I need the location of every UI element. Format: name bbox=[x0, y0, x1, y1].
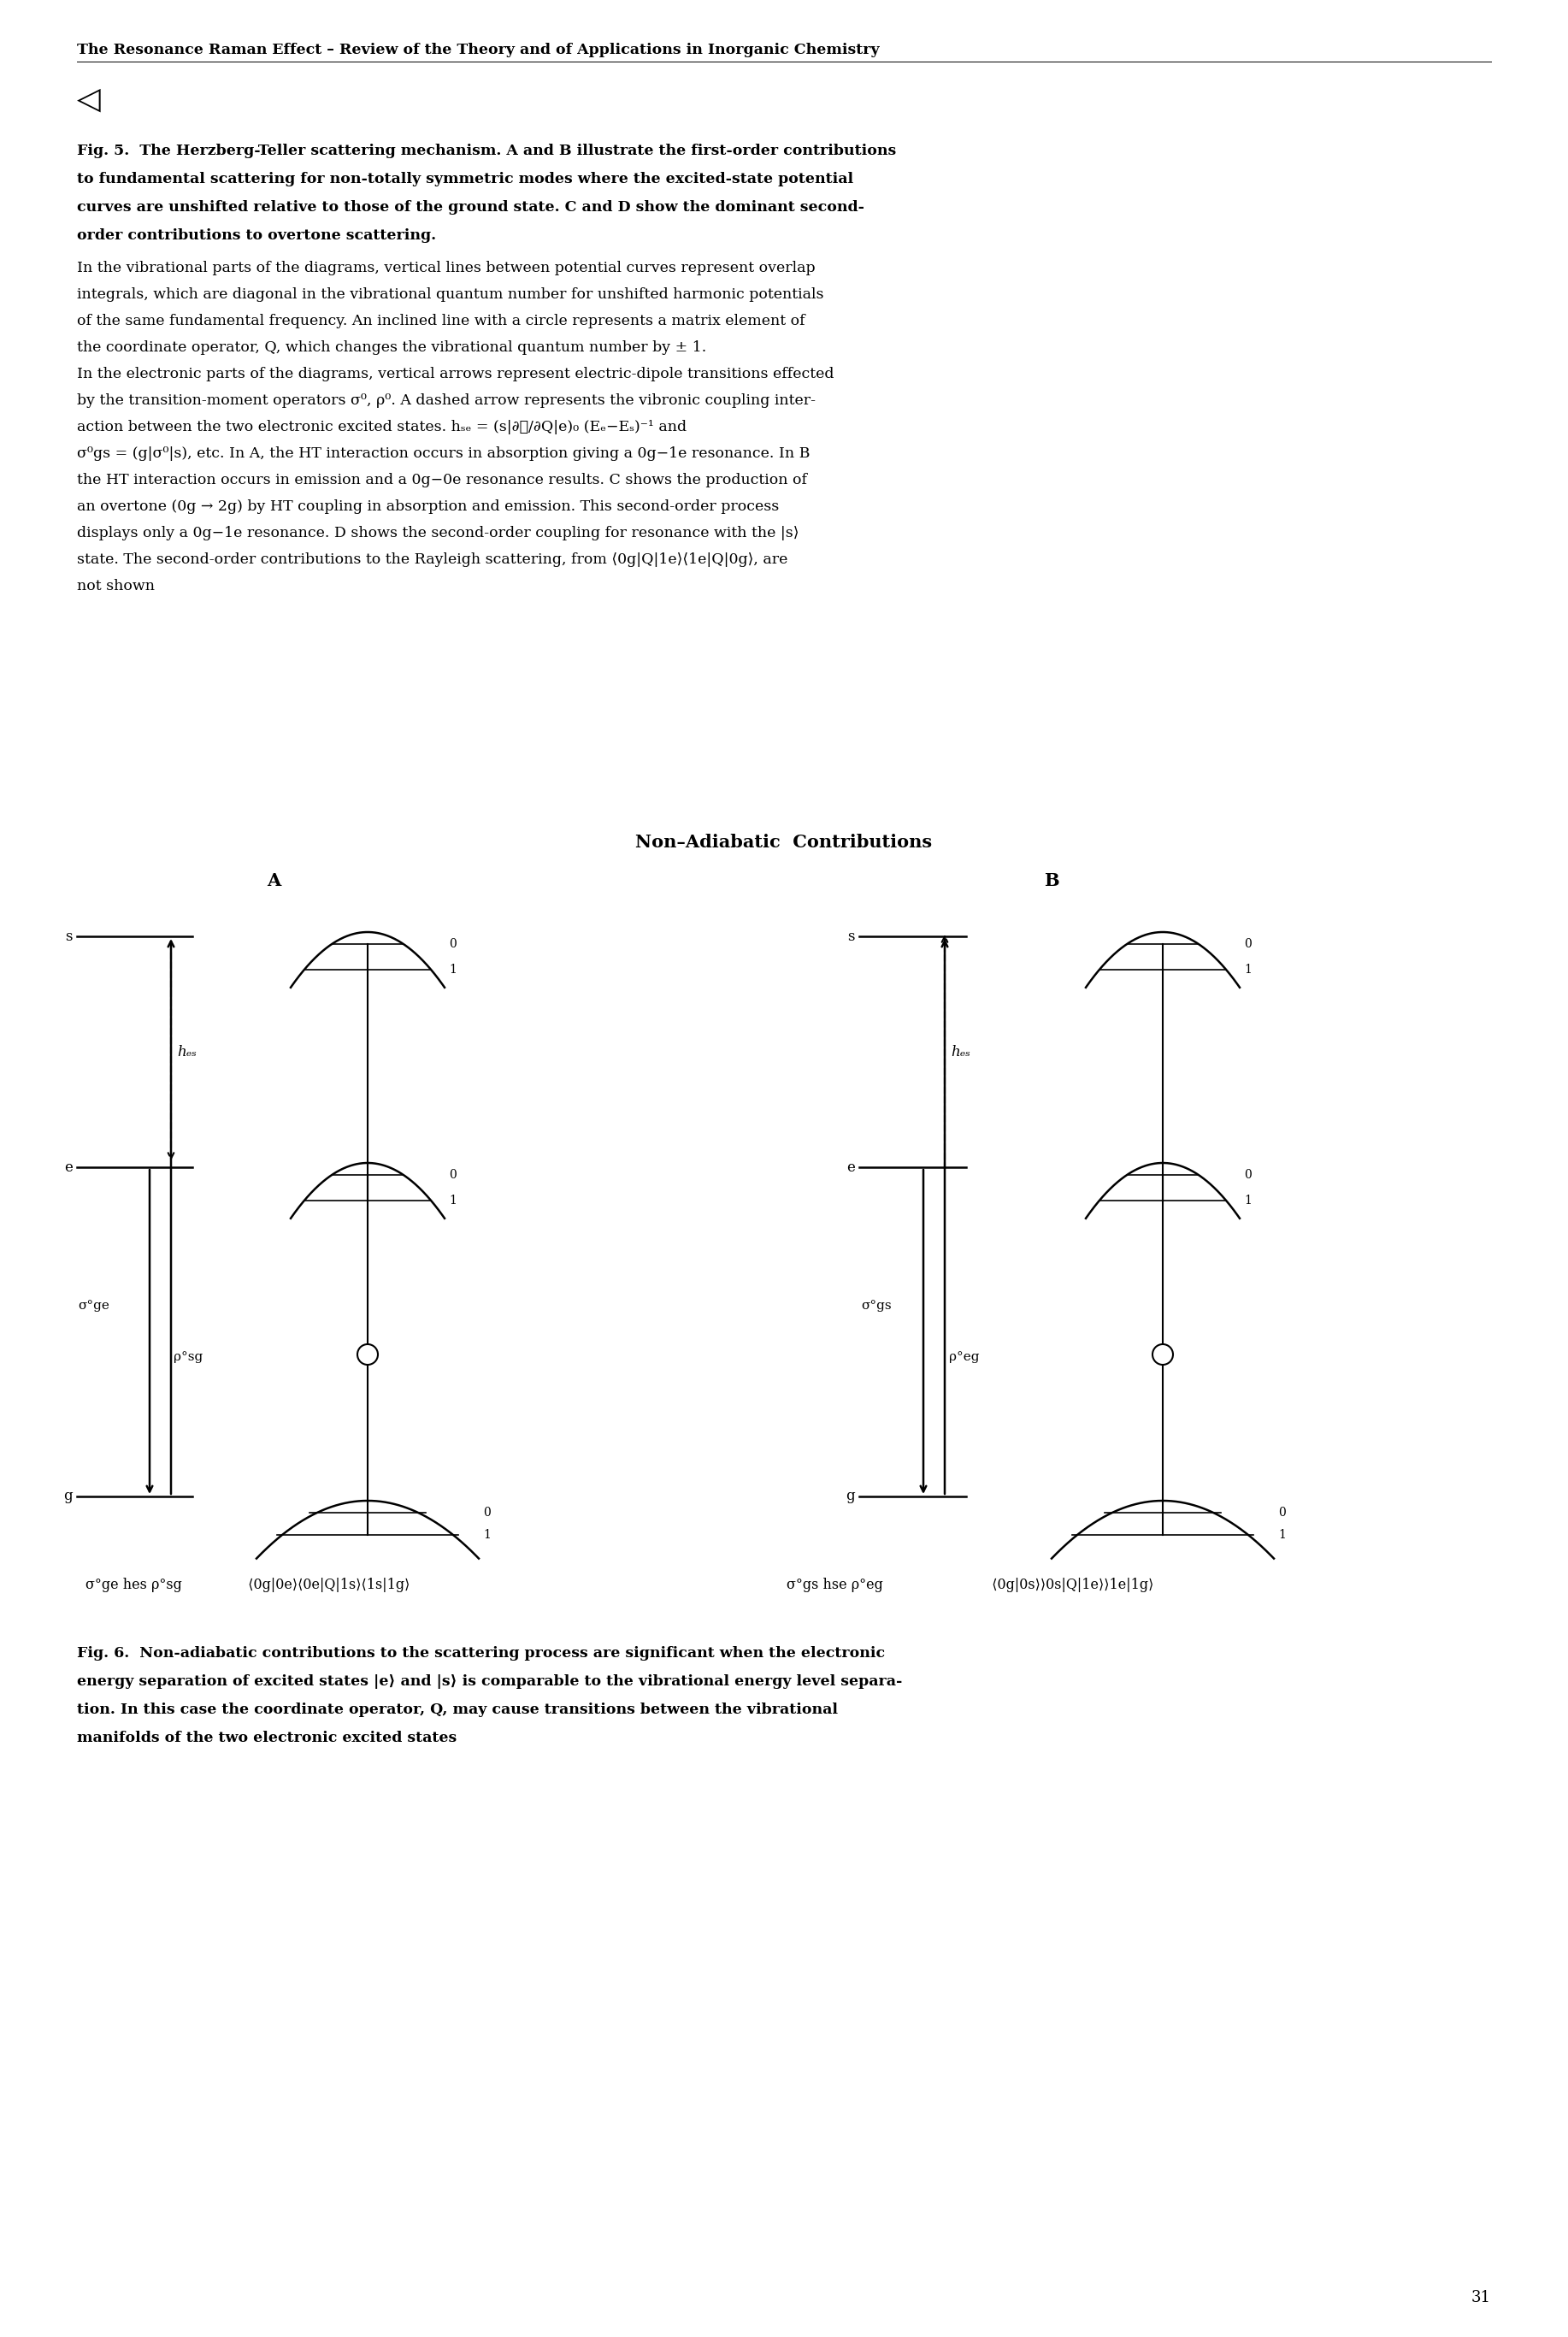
Text: Fig. 6.  Non-adiabatic contributions to the scattering process are significant w: Fig. 6. Non-adiabatic contributions to t… bbox=[77, 1645, 884, 1662]
Text: ρ°eg: ρ°eg bbox=[949, 1351, 980, 1362]
Text: 0: 0 bbox=[1243, 1168, 1251, 1180]
Text: tion. In this case the coordinate operator, Q, may cause transitions between the: tion. In this case the coordinate operat… bbox=[77, 1704, 837, 1718]
Text: 0: 0 bbox=[1278, 1507, 1286, 1519]
Text: 31: 31 bbox=[1471, 2290, 1491, 2304]
Text: ρ°sg: ρ°sg bbox=[174, 1351, 202, 1362]
Text: manifolds of the two electronic excited states: manifolds of the two electronic excited … bbox=[77, 1732, 456, 1746]
Text: not shown: not shown bbox=[77, 580, 155, 594]
Circle shape bbox=[358, 1344, 378, 1365]
Text: state. The second-order contributions to the Rayleigh scattering, from ⟨0g|Q|1e⟩: state. The second-order contributions to… bbox=[77, 552, 787, 568]
Text: 1: 1 bbox=[448, 963, 456, 975]
Text: the coordinate operator, Q, which changes the vibrational quantum number by ± 1.: the coordinate operator, Q, which change… bbox=[77, 341, 707, 355]
Text: order contributions to overtone scattering.: order contributions to overtone scatteri… bbox=[77, 229, 436, 243]
Text: 0: 0 bbox=[448, 937, 456, 951]
Text: σ°gs hse ρ°eg: σ°gs hse ρ°eg bbox=[787, 1577, 883, 1591]
Text: integrals, which are diagonal in the vibrational quantum number for unshifted ha: integrals, which are diagonal in the vib… bbox=[77, 287, 823, 301]
Text: 1: 1 bbox=[1278, 1528, 1286, 1540]
Text: to fundamental scattering for non-totally symmetric modes where the excited-stat: to fundamental scattering for non-totall… bbox=[77, 173, 853, 187]
Text: hₑₛ: hₑₛ bbox=[177, 1045, 196, 1059]
Text: σ°gs: σ°gs bbox=[861, 1299, 892, 1311]
Text: σ⁰gs = (g|σ⁰|s), etc. In A, the HT interaction occurs in absorption giving a 0g−: σ⁰gs = (g|σ⁰|s), etc. In A, the HT inter… bbox=[77, 446, 811, 460]
Text: e: e bbox=[847, 1159, 855, 1176]
Text: Fig. 5.  The Herzberg-Teller scattering mechanism. A and B illustrate the first-: Fig. 5. The Herzberg-Teller scattering m… bbox=[77, 143, 897, 159]
Text: displays only a 0g−1e resonance. D shows the second-order coupling for resonance: displays only a 0g−1e resonance. D shows… bbox=[77, 526, 800, 540]
Text: action between the two electronic excited states. hₛₑ = (s|∂ℋ/∂Q|e)₀ (Eₑ−Eₛ)⁻¹ a: action between the two electronic excite… bbox=[77, 421, 687, 435]
Text: an overtone (0g → 2g) by HT coupling in absorption and emission. This second-ord: an overtone (0g → 2g) by HT coupling in … bbox=[77, 500, 779, 514]
Text: σ°ge: σ°ge bbox=[78, 1299, 110, 1311]
Text: of the same fundamental frequency. An inclined line with a circle represents a m: of the same fundamental frequency. An in… bbox=[77, 313, 804, 330]
Text: 1: 1 bbox=[483, 1528, 491, 1540]
Text: 0: 0 bbox=[448, 1168, 456, 1180]
Text: g: g bbox=[64, 1489, 72, 1503]
Text: s: s bbox=[66, 930, 72, 944]
Text: the HT interaction occurs in emission and a 0g−0e resonance results. C shows the: the HT interaction occurs in emission an… bbox=[77, 472, 808, 488]
Text: In the electronic parts of the diagrams, vertical arrows represent electric-dipo: In the electronic parts of the diagrams,… bbox=[77, 367, 834, 381]
Text: 1: 1 bbox=[1243, 1194, 1251, 1206]
Text: 1: 1 bbox=[1243, 963, 1251, 975]
Text: A: A bbox=[267, 872, 281, 890]
Text: In the vibrational parts of the diagrams, vertical lines between potential curve: In the vibrational parts of the diagrams… bbox=[77, 262, 815, 276]
Text: 1: 1 bbox=[448, 1194, 456, 1206]
Text: s: s bbox=[848, 930, 855, 944]
Text: energy separation of excited states |e⟩ and |s⟩ is comparable to the vibrational: energy separation of excited states |e⟩ … bbox=[77, 1673, 902, 1690]
Text: ◁: ◁ bbox=[77, 86, 100, 115]
Text: The Resonance Raman Effect – Review of the Theory and of Applications in Inorgan: The Resonance Raman Effect – Review of t… bbox=[77, 42, 880, 58]
Text: hₑₛ: hₑₛ bbox=[950, 1045, 971, 1059]
Text: e: e bbox=[64, 1159, 72, 1176]
Circle shape bbox=[1152, 1344, 1173, 1365]
Text: B: B bbox=[1044, 872, 1058, 890]
Text: σ°ge hes ρ°sg: σ°ge hes ρ°sg bbox=[86, 1577, 182, 1591]
Text: by the transition-moment operators σ⁰, ρ⁰. A dashed arrow represents the vibroni: by the transition-moment operators σ⁰, ρ… bbox=[77, 393, 815, 409]
Text: 0: 0 bbox=[483, 1507, 491, 1519]
Text: 0: 0 bbox=[1243, 937, 1251, 951]
Text: Non–Adiabatic  Contributions: Non–Adiabatic Contributions bbox=[635, 834, 933, 851]
Text: g: g bbox=[845, 1489, 855, 1503]
Text: curves are unshifted relative to those of the ground state. C and D show the dom: curves are unshifted relative to those o… bbox=[77, 201, 864, 215]
Text: ⟨0g|0e⟩⟨0e|Q|1s⟩⟨1s|1g⟩: ⟨0g|0e⟩⟨0e|Q|1s⟩⟨1s|1g⟩ bbox=[240, 1577, 409, 1591]
Text: ⟨0g|0s⟩⟩0s|Q|1e⟩⟩1e|1g⟩: ⟨0g|0s⟩⟩0s|Q|1e⟩⟩1e|1g⟩ bbox=[983, 1577, 1154, 1591]
